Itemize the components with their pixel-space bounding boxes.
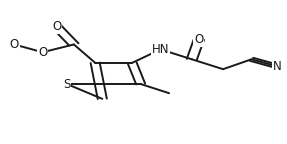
Text: N: N: [273, 60, 282, 73]
Text: HN: HN: [152, 43, 169, 56]
Text: O: O: [9, 38, 19, 51]
Text: O: O: [52, 20, 61, 33]
Text: O: O: [194, 33, 203, 46]
Text: S: S: [63, 77, 70, 90]
Text: O: O: [38, 46, 47, 59]
